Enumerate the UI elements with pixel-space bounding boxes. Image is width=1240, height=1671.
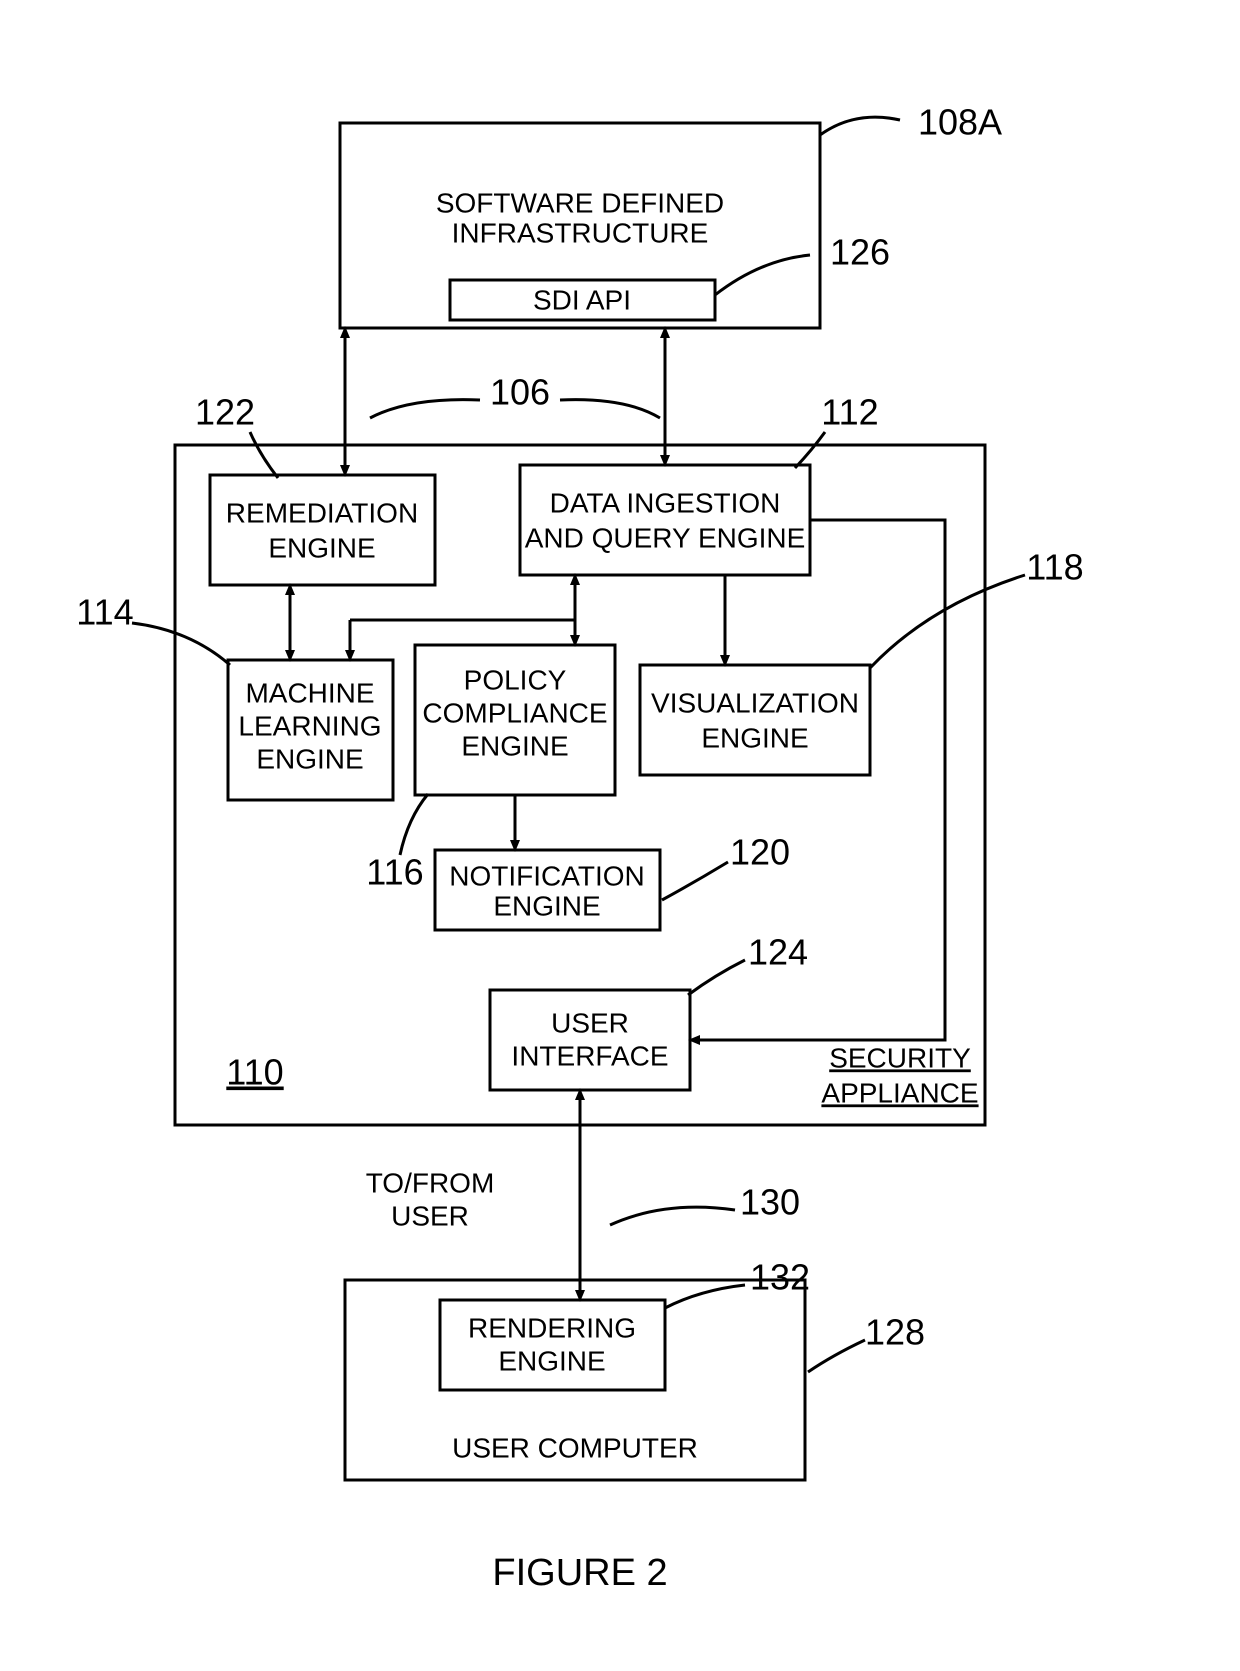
figure-caption: FIGURE 2 [492, 1552, 667, 1594]
lead-106-right [560, 400, 660, 418]
ref-108A: 108A [918, 102, 1002, 143]
policy-label-3: ENGINE [461, 730, 568, 761]
data-ingest-box [520, 465, 810, 575]
ref-128: 128 [865, 1312, 925, 1353]
sdi-api-label: SDI API [533, 284, 631, 315]
ref-112: 112 [821, 392, 878, 433]
sa-label-2: APPLIANCE [821, 1077, 978, 1108]
ml-label-1: MACHINE [245, 677, 374, 708]
diagram-canvas: SOFTWARE DEFINED INFRASTRUCTURE SDI API … [0, 0, 1240, 1671]
tofrom-label-2: USER [391, 1200, 469, 1231]
ref-120: 120 [730, 832, 790, 873]
sa-ref: 110 [226, 1052, 283, 1093]
notify-label-2: ENGINE [493, 890, 600, 921]
lead-128 [808, 1340, 865, 1372]
ref-116: 116 [366, 852, 423, 893]
ml-label-3: ENGINE [256, 743, 363, 774]
viz-label-1: VISUALIZATION [651, 687, 859, 718]
sdi-label-1: SOFTWARE DEFINED [436, 187, 724, 218]
tofrom-label-1: TO/FROM [366, 1167, 495, 1198]
ui-label-1: USER [551, 1007, 629, 1038]
ref-130: 130 [740, 1182, 800, 1223]
ref-126: 126 [830, 232, 890, 273]
viz-label-2: ENGINE [701, 722, 808, 753]
policy-label-1: POLICY [464, 664, 567, 695]
policy-label-2: COMPLIANCE [422, 697, 607, 728]
ref-132: 132 [750, 1257, 810, 1298]
notify-label-1: NOTIFICATION [449, 860, 644, 891]
data-ingest-label-1: DATA INGESTION [550, 487, 781, 518]
render-label-1: RENDERING [468, 1312, 636, 1343]
ref-124: 124 [748, 932, 808, 973]
lead-108A [820, 117, 900, 135]
sdi-label-2: INFRASTRUCTURE [452, 217, 709, 248]
render-label-2: ENGINE [498, 1345, 605, 1376]
lead-106-left [370, 400, 480, 418]
viz-box [640, 665, 870, 775]
remediation-box [210, 475, 435, 585]
ui-label-2: INTERFACE [511, 1040, 668, 1071]
sa-label-1: SECURITY [829, 1042, 971, 1073]
ref-106: 106 [490, 372, 550, 413]
data-ingest-label-2: AND QUERY ENGINE [525, 522, 806, 553]
remediation-label-2: ENGINE [268, 532, 375, 563]
remediation-label-1: REMEDIATION [226, 497, 418, 528]
ml-label-2: LEARNING [238, 710, 381, 741]
ref-118: 118 [1026, 547, 1083, 588]
ref-122: 122 [195, 392, 255, 433]
lead-130 [610, 1207, 735, 1225]
user-computer-label: USER COMPUTER [452, 1432, 698, 1463]
ref-114: 114 [76, 592, 133, 633]
